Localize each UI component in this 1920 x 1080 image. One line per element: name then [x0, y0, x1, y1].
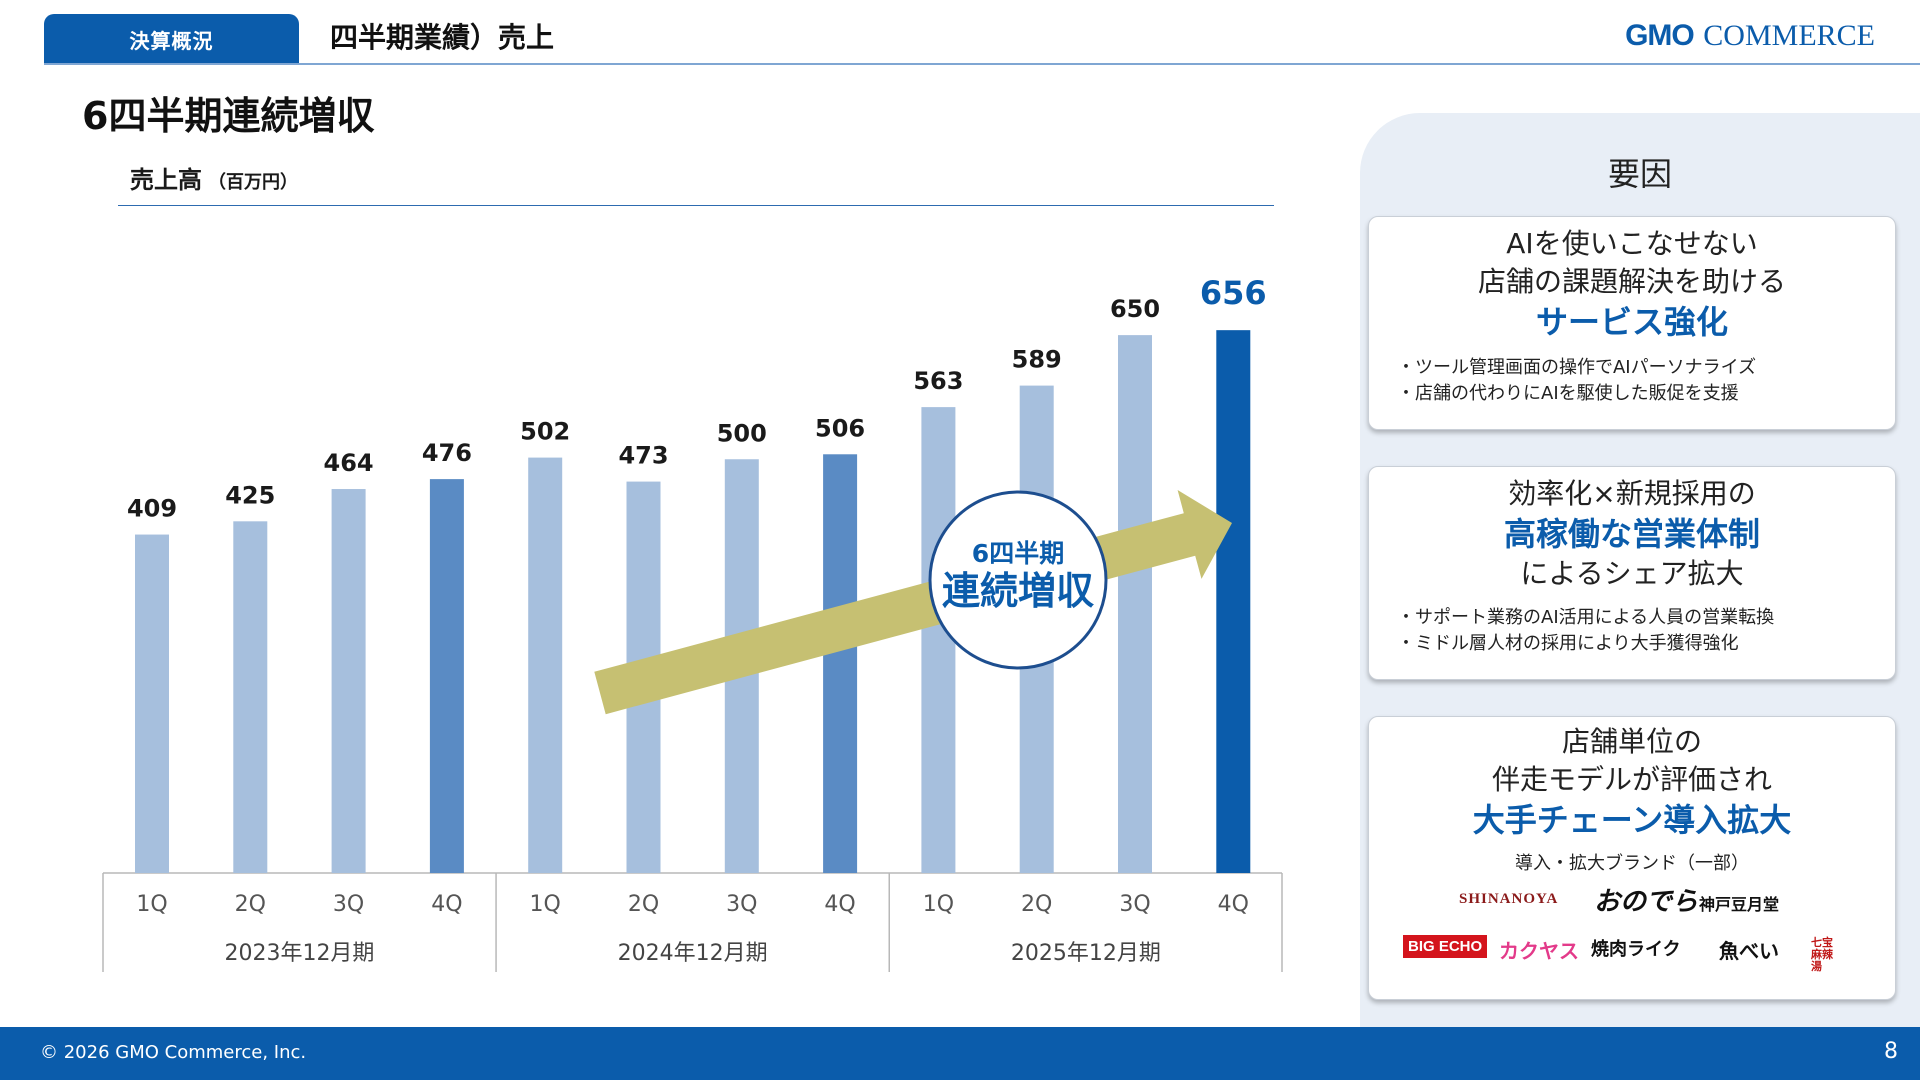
factors-panel: 要因 AIを使いこなせない 店舗の課題解決を助ける サービス強化 ・ツール管理画…	[1360, 113, 1920, 1028]
brand-kobe-mamegetsudo: 神戸豆月堂	[1699, 895, 1780, 914]
bar-value-label: 464	[324, 449, 374, 477]
card1-bullets: ・ツール管理画面の操作でAIパーソナライズ ・店舗の代わりにAIを駆使した販促を…	[1369, 355, 1895, 407]
label-layer: 409 1Q 425 2Q 464 3Q 476 4Q 502 1Q 473 2Q 500 3Q 506 4Q…	[127, 274, 1267, 917]
bar-value-label: 500	[717, 419, 767, 447]
brand-kakuyasu: カクヤス	[1499, 939, 1579, 963]
logo-commerce: COMMERCE	[1703, 19, 1875, 52]
brand-shichihou: 七宝麻辣湯	[1811, 936, 1833, 973]
bar	[823, 454, 858, 873]
brand-logos: SHINANOYA おのでら 神戸豆月堂 BIG ECHO カクヤス 焼肉ライク…	[1369, 875, 1895, 995]
chart-title: 売上高 （百万円）	[130, 160, 298, 195]
bar-value-label: 476	[422, 439, 472, 467]
card1-bullet-2: ・店舗の代わりにAIを駆使した販促を支援	[1397, 383, 1739, 404]
x-tick-label: 1Q	[923, 892, 954, 917]
card2-highlight: 高稼働な営業体制	[1503, 515, 1760, 553]
bar	[1118, 335, 1152, 873]
bar-value-label: 656	[1200, 274, 1267, 312]
annotation-circle	[928, 490, 1108, 670]
factor-card-chains: 店舗単位の 伴走モデルが評価され 大手チェーン導入拡大 導入・拡大ブランド（一部…	[1368, 716, 1896, 1000]
card1-highlight: サービス強化	[1535, 303, 1728, 341]
bar	[528, 457, 563, 873]
slide-header-title: 四半期業績）売上	[330, 21, 555, 54]
factor-card-sales: 効率化×新規採用の 高稼働な営業体制 によるシェア拡大 ・サポート業務のAI活用…	[1368, 466, 1896, 680]
x-tick-label: 1Q	[530, 892, 561, 917]
bar-value-label: 473	[618, 442, 668, 470]
card2-bullets: ・サポート業務のAI活用による人員の営業転換 ・ミドル層人材の採用により大手獲得…	[1369, 605, 1895, 657]
x-tick-label: 2Q	[235, 892, 266, 917]
brand-yakiniku-like: 焼肉ライク	[1591, 939, 1681, 960]
header-divider	[44, 63, 1920, 65]
page-title: 6四半期連続増収	[82, 94, 375, 138]
card3-line2: 伴走モデルが評価され	[1491, 763, 1772, 796]
bar-value-label: 409	[127, 495, 177, 523]
copyright: © 2026 GMO Commerce, Inc.	[40, 1042, 307, 1063]
section-tab[interactable]: 決算概況	[44, 14, 299, 64]
x-tick-label: 3Q	[333, 892, 364, 917]
chart-unit: （百万円）	[208, 172, 298, 193]
x-group-label: 2025年12月期	[1011, 941, 1161, 966]
card3-line1: 店舗単位の	[1561, 725, 1702, 758]
bar	[135, 534, 169, 873]
brand-big-echo: BIG ECHO	[1403, 935, 1488, 958]
x-tick-label: 3Q	[1119, 892, 1150, 917]
card2-line-bottom: によるシェア拡大	[1520, 557, 1744, 590]
bar	[233, 521, 268, 873]
annotation-line1: 6四半期	[972, 539, 1064, 568]
factor-card-service: AIを使いこなせない 店舗の課題解決を助ける サービス強化 ・ツール管理画面の操…	[1368, 216, 1896, 430]
card1-line2: 店舗の課題解決を助ける	[1477, 265, 1786, 298]
page-number: 8	[1884, 1039, 1898, 1064]
axis-layer: 2023年12月期 2024年12月期 2025年12月期	[102, 872, 1283, 972]
bar-value-label: 425	[225, 481, 275, 509]
card2-bullet-1: ・サポート業務のAI活用による人員の営業転換	[1397, 607, 1775, 628]
brand-uobei: 魚べい	[1719, 939, 1779, 963]
card2-bullet-2: ・ミドル層人材の採用により大手獲得強化	[1397, 633, 1739, 654]
x-tick-label: 2Q	[628, 892, 659, 917]
x-tick-label: 4Q	[824, 892, 855, 917]
factors-title: 要因	[1607, 155, 1672, 193]
x-tick-label: 3Q	[726, 892, 757, 917]
revenue-bar-chart: 2023年12月期 2024年12月期 2025年12月期 409 1Q 425 2Q 46…	[102, 274, 1283, 972]
bar	[331, 489, 366, 873]
company-logo: GMO COMMERCE	[1625, 18, 1875, 53]
card2-line-top: 効率化×新規採用の	[1508, 477, 1756, 510]
bar-value-label: 502	[520, 418, 570, 446]
brand-shinanoya: SHINANOYA	[1459, 891, 1559, 907]
bar	[429, 479, 464, 873]
bar	[921, 407, 956, 873]
x-group-label: 2024年12月期	[618, 941, 768, 966]
x-tick-label: 4Q	[431, 892, 462, 917]
x-group-label: 2023年12月期	[224, 941, 374, 966]
bar-value-label: 650	[1110, 295, 1160, 323]
card3-highlight: 大手チェーン導入拡大	[1472, 801, 1792, 839]
card1-bullet-1: ・ツール管理画面の操作でAIパーソナライズ	[1397, 357, 1757, 378]
chart-title-text: 売上高	[130, 166, 202, 194]
bar-value-label: 563	[913, 367, 963, 395]
x-tick-label: 4Q	[1218, 892, 1249, 917]
bar	[1216, 330, 1251, 873]
x-tick-label: 2Q	[1021, 892, 1052, 917]
brands-caption: 導入・拡大ブランド（一部）	[1515, 853, 1749, 874]
growth-annotation: 6四半期 連続増収	[928, 490, 1108, 670]
x-tick-label: 1Q	[136, 892, 167, 917]
bar-value-label: 506	[815, 414, 865, 442]
chart-title-underline	[118, 205, 1274, 206]
footer-bar: © 2026 GMO Commerce, Inc. 8	[0, 1027, 1920, 1080]
card1-line1: AIを使いこなせない	[1506, 227, 1758, 260]
bar-value-label: 589	[1012, 346, 1062, 374]
brand-onodera: おのでら	[1594, 887, 1699, 917]
logo-gmo: GMO	[1625, 19, 1695, 52]
annotation-line2: 連続増収	[942, 569, 1094, 613]
